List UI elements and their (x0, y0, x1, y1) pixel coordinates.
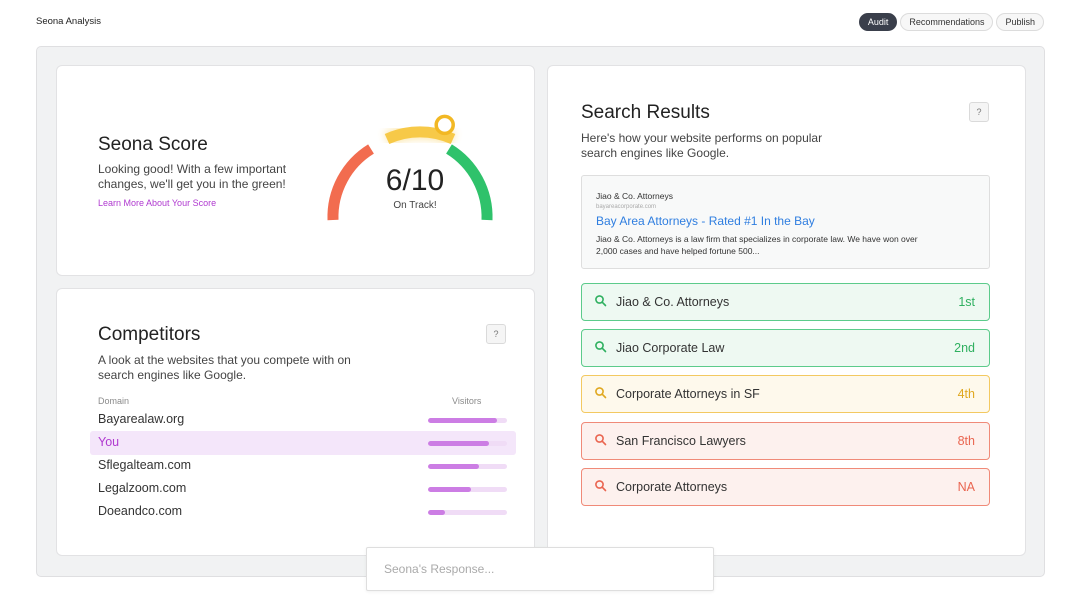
search-help-button[interactable]: ? (969, 102, 989, 122)
competitors-card: Competitors ? A look at the websites tha… (56, 288, 535, 556)
competitor-row[interactable]: Legalzoom.com (90, 477, 516, 501)
competitor-domain: Legalzoom.com (98, 481, 187, 495)
response-input[interactable] (367, 548, 713, 590)
visitors-bar-fill (428, 464, 479, 469)
visitors-bar-fill (428, 418, 497, 423)
visitors-column-header: Visitors (452, 396, 482, 406)
competitor-domain: Bayarealaw.org (98, 412, 185, 426)
competitor-domain: Doeandco.com (98, 504, 183, 518)
search-results-card: Search Results ? Here's how your website… (547, 65, 1026, 556)
competitor-domain: Sflegalteam.com (98, 458, 192, 472)
visitors-bar (428, 510, 507, 515)
gauge-segment-high (445, 144, 493, 221)
visitors-bar (428, 418, 507, 423)
keyword-rank: 4th (957, 387, 975, 401)
search-result-preview: Jiao & Co. Attorneys bayareacorporate.co… (581, 175, 990, 269)
search-icon (595, 387, 607, 399)
search-icon (595, 434, 607, 446)
domain-column-header: Domain (98, 396, 130, 406)
keyword-rank: NA (957, 480, 975, 494)
visitors-bar (428, 487, 507, 492)
score-value: 6/10 (385, 164, 445, 197)
search-results-title: Search Results (581, 102, 710, 123)
score-description: Looking good! With a few important chang… (98, 162, 287, 191)
search-icon (595, 341, 607, 353)
competitor-row[interactable]: Bayarealaw.org (90, 408, 516, 432)
tab-publish[interactable]: Publish (996, 13, 1044, 31)
score-title: Seona Score (98, 134, 208, 155)
gauge-segment-mid (384, 126, 456, 145)
keyword-text: Jiao Corporate Law (616, 341, 725, 355)
competitors-description: A look at the websites that you compete … (98, 353, 351, 382)
visitors-bar (428, 441, 507, 446)
search-icon (595, 480, 607, 492)
top-bar: Seona Analysis Audit Recommendations Pub… (0, 0, 1076, 44)
keyword-rank: 2nd (954, 341, 975, 355)
keyword-text: Jiao & Co. Attorneys (616, 295, 730, 309)
gauge-segment-low (327, 144, 375, 221)
serp-title-link[interactable]: Bay Area Attorneys - Rated #1 In the Bay (596, 214, 815, 228)
keyword-row[interactable]: Jiao Corporate Law 2nd (581, 329, 990, 367)
serp-site-name: Jiao & Co. Attorneys (596, 191, 674, 201)
competitor-row[interactable]: Sflegalteam.com (90, 454, 516, 478)
competitor-domain: You (98, 435, 120, 449)
score-status: On Track! (393, 200, 437, 211)
main-nav: Audit Recommendations Publish (858, 13, 1044, 31)
keyword-text: Corporate Attorneys (616, 480, 728, 494)
dashboard-panel: Seona Score Looking good! With a few imp… (36, 46, 1045, 577)
tab-audit[interactable]: Audit (858, 13, 898, 31)
competitors-help-button[interactable]: ? (486, 324, 506, 344)
keyword-row[interactable]: Jiao & Co. Attorneys 1st (581, 283, 990, 321)
competitors-title: Competitors (98, 324, 201, 345)
response-input-box (366, 547, 714, 591)
visitors-bar-fill (428, 487, 472, 492)
tab-recommendations[interactable]: Recommendations (900, 13, 994, 31)
keyword-row[interactable]: Corporate Attorneys NA (581, 468, 990, 506)
visitors-bar (428, 464, 507, 469)
gauge-marker (434, 114, 455, 136)
search-icon (595, 295, 607, 307)
learn-more-link[interactable]: Learn More About Your Score (98, 198, 217, 208)
visitors-bar-fill (428, 510, 446, 515)
search-results-description: Here's how your website performs on popu… (581, 131, 823, 160)
keyword-rank: 8th (957, 434, 975, 448)
score-card: Seona Score Looking good! With a few imp… (56, 65, 535, 276)
serp-snippet: Jiao & Co. Attorneys is a law firm that … (596, 234, 918, 256)
competitor-row-you[interactable]: You (90, 431, 516, 455)
keyword-text: San Francisco Lawyers (616, 434, 746, 448)
keyword-row[interactable]: Corporate Attorneys in SF 4th (581, 375, 990, 413)
visitors-bar-fill (428, 441, 489, 446)
score-gauge (327, 114, 493, 221)
keyword-rank: 1st (958, 295, 975, 309)
competitor-row[interactable]: Doeandco.com (90, 500, 516, 524)
keyword-text: Corporate Attorneys in SF (616, 387, 760, 401)
keyword-row[interactable]: San Francisco Lawyers 8th (581, 422, 990, 460)
serp-url: bayareacorporate.com (596, 204, 657, 210)
app-title: Seona Analysis (36, 16, 101, 27)
